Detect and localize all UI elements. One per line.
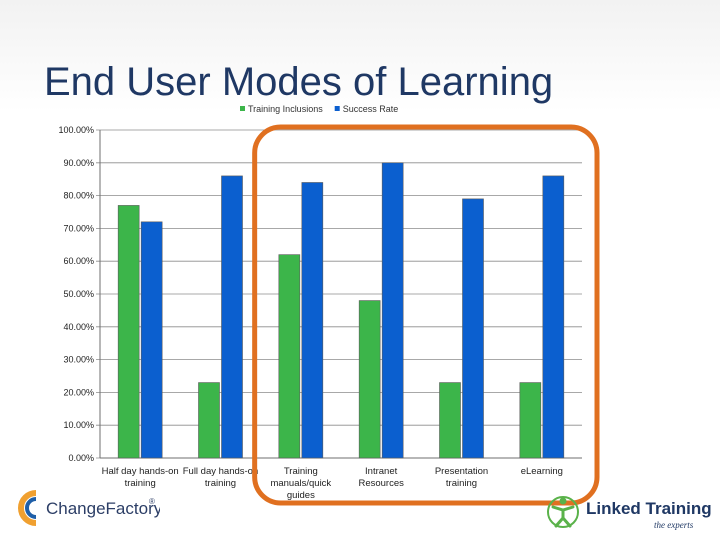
legend-swatch xyxy=(334,106,340,111)
y-tick-label: 10.00% xyxy=(63,420,94,430)
linked-training-text: Linked Training xyxy=(586,499,712,518)
y-tick-label: 40.00% xyxy=(63,322,94,332)
legend-swatch xyxy=(240,106,245,111)
x-category-label: Training manuals/quick guides xyxy=(270,466,331,501)
linked-training-tagline: the experts xyxy=(654,520,694,530)
y-tick-label: 70.00% xyxy=(63,223,94,233)
bar-success-rate xyxy=(462,198,484,459)
change-factory-mark-icon xyxy=(18,490,37,526)
bar-success-rate xyxy=(301,182,324,459)
bar-success-rate xyxy=(221,175,243,459)
y-tick-label: 0.00% xyxy=(68,453,94,463)
legend-label: Success Rate xyxy=(343,104,399,114)
y-tick-label: 100.00% xyxy=(58,125,94,135)
x-category-label: eLearning xyxy=(521,466,563,477)
cf-mark-inner xyxy=(25,497,37,519)
y-tick-label: 60.00% xyxy=(63,256,94,266)
highlight-outline xyxy=(252,124,600,506)
bar-training-inclusions xyxy=(117,205,140,459)
y-tick-label: 80.00% xyxy=(63,191,94,201)
title-background xyxy=(0,0,720,112)
bar-success-rate xyxy=(542,175,565,459)
change-factory-registered-mark: ® xyxy=(149,497,155,506)
y-tick-label: 30.00% xyxy=(63,355,94,365)
change-factory-logo: ChangeFactory ® xyxy=(18,490,160,526)
y-tick-label: 50.00% xyxy=(63,289,94,299)
linked-training-figure-icon xyxy=(547,496,579,528)
bar-training-inclusions xyxy=(198,382,220,459)
bar-training-inclusions xyxy=(278,254,301,459)
x-category-label: Presentation training xyxy=(435,466,488,489)
y-tick-label: 90.00% xyxy=(63,158,94,168)
cf-mark-outer xyxy=(18,490,37,526)
slide-title: End User Modes of Learning xyxy=(44,60,554,104)
change-factory-text: ChangeFactory xyxy=(46,499,160,518)
x-category-label: Half day hands-on training xyxy=(102,466,179,489)
legend-label: Training Inclusions xyxy=(248,104,323,114)
linked-training-logo: Linked Training the experts xyxy=(547,496,712,530)
bar-training-inclusions xyxy=(519,382,542,459)
bar-success-rate xyxy=(140,221,163,459)
bar-training-inclusions xyxy=(358,300,381,459)
x-category-label: Full day hands-on training xyxy=(183,466,259,489)
x-category-label: Intranet Resources xyxy=(358,466,404,489)
y-tick-label: 20.00% xyxy=(63,387,94,397)
bar-success-rate xyxy=(381,162,404,459)
bar-training-inclusions xyxy=(439,382,461,459)
